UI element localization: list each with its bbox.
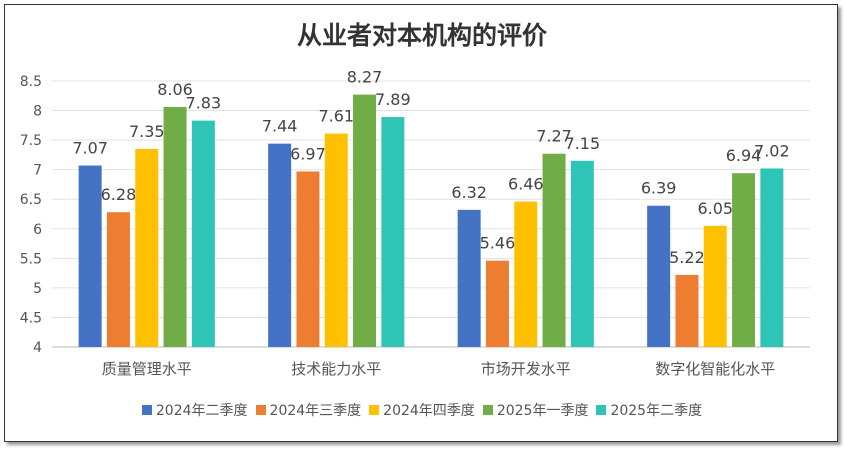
bar bbox=[760, 168, 784, 347]
data-label: 7.61 bbox=[318, 107, 354, 126]
bar bbox=[135, 148, 159, 347]
data-label: 6.39 bbox=[641, 179, 677, 198]
bar bbox=[296, 171, 320, 347]
legend-swatch bbox=[141, 405, 152, 415]
data-label: 7.83 bbox=[186, 94, 222, 113]
bar bbox=[268, 143, 292, 347]
data-label: 7.02 bbox=[754, 141, 790, 160]
data-label: 6.94 bbox=[726, 146, 762, 165]
bar bbox=[647, 205, 671, 347]
bar bbox=[732, 173, 756, 347]
bar bbox=[106, 212, 130, 347]
x-category-label: 市场开发水平 bbox=[481, 360, 571, 378]
data-label: 6.97 bbox=[290, 144, 326, 163]
legend-label: 2025年二季度 bbox=[610, 403, 703, 419]
y-tick-label: 8.5 bbox=[20, 74, 42, 90]
x-category-label: 质量管理水平 bbox=[102, 360, 192, 378]
data-label: 7.44 bbox=[262, 117, 298, 136]
y-tick-label: 4.5 bbox=[20, 310, 42, 326]
legend-swatch bbox=[369, 405, 380, 415]
data-label: 7.35 bbox=[129, 122, 165, 141]
y-tick-label: 5.5 bbox=[20, 251, 42, 267]
y-tick-label: 4 bbox=[33, 340, 42, 356]
y-tick-label: 6.5 bbox=[20, 192, 42, 208]
data-label: 6.28 bbox=[101, 185, 137, 204]
legend-item: 2024年四季度 bbox=[369, 400, 475, 420]
legend-label: 2024年三季度 bbox=[269, 403, 362, 419]
data-label: 7.27 bbox=[536, 127, 572, 146]
bar bbox=[324, 133, 348, 347]
bar bbox=[542, 153, 566, 347]
data-label: 7.15 bbox=[565, 134, 601, 153]
y-tick-label: 5 bbox=[33, 281, 42, 297]
legend: 2024年二季度 2024年三季度 2024年四季度 2025年一季度 2025年二季度 bbox=[0, 400, 844, 420]
data-label: 7.07 bbox=[72, 139, 108, 158]
legend-item: 2024年三季度 bbox=[255, 400, 362, 420]
legend-item: 2025年二季度 bbox=[596, 400, 702, 420]
legend-label: 2024年二季度 bbox=[155, 403, 248, 419]
bar bbox=[381, 117, 405, 348]
bar bbox=[163, 107, 187, 348]
bar bbox=[675, 274, 699, 347]
data-label: 8.06 bbox=[157, 80, 193, 99]
y-tick-label: 7 bbox=[33, 163, 42, 179]
bar bbox=[191, 120, 215, 347]
legend-item: 2025年一季度 bbox=[482, 400, 589, 420]
data-label: 6.05 bbox=[697, 199, 733, 218]
bar bbox=[570, 160, 594, 347]
data-label: 5.46 bbox=[480, 234, 516, 253]
data-label: 6.46 bbox=[508, 175, 544, 194]
bar bbox=[457, 209, 481, 347]
data-label: 7.89 bbox=[375, 90, 411, 109]
legend-item: 2024年二季度 bbox=[141, 400, 248, 420]
data-label: 5.22 bbox=[669, 248, 705, 267]
y-tick-label: 7.5 bbox=[20, 133, 42, 149]
y-tick-label: 8 bbox=[33, 104, 42, 120]
legend-swatch bbox=[596, 405, 607, 415]
x-category-label: 数字化智能化水平 bbox=[655, 360, 775, 378]
y-tick-label: 6 bbox=[33, 222, 42, 238]
legend-swatch bbox=[482, 405, 493, 415]
bar bbox=[353, 94, 377, 348]
bar bbox=[485, 260, 509, 347]
data-label: 6.32 bbox=[451, 183, 487, 202]
bar bbox=[514, 201, 538, 347]
legend-label: 2025年一季度 bbox=[496, 403, 589, 419]
x-category-label: 技术能力水平 bbox=[291, 360, 381, 378]
data-label: 8.27 bbox=[347, 68, 383, 87]
bar bbox=[703, 225, 727, 347]
bar bbox=[78, 165, 102, 347]
legend-swatch bbox=[255, 405, 266, 415]
legend-label: 2024年四季度 bbox=[383, 403, 475, 419]
chart-title: 从业者对本机构的评价 bbox=[296, 21, 547, 50]
